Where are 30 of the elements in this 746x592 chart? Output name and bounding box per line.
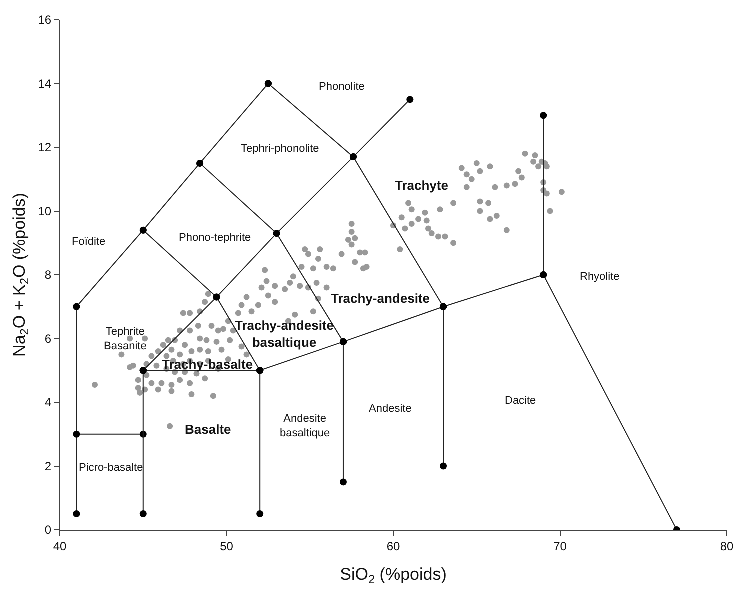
annotation: Trachy-andesite basaltique xyxy=(235,318,334,350)
x-axis-title: SiO$_{2}$ (%poids) xyxy=(340,564,447,586)
y-tick-label: 8 xyxy=(44,268,52,282)
annotation: Dacite xyxy=(505,395,536,407)
annotation: Andesite xyxy=(369,403,412,415)
annotation: Rhyolite xyxy=(580,271,620,283)
annotation: Trachy-basalte xyxy=(162,357,254,372)
annotation: Phono-tephrite xyxy=(179,232,252,244)
y-tick-label: 16 xyxy=(38,13,52,28)
x-tick-label: 50 xyxy=(220,539,234,554)
y-tick-label: 12 xyxy=(38,140,52,155)
annotation: Phonolite xyxy=(319,81,365,93)
annotation: Basalte xyxy=(185,422,232,437)
x-tick-label: 70 xyxy=(554,539,568,554)
annotation: Tephri-phonolite xyxy=(241,143,320,155)
annotation: Tephrite Basanite xyxy=(104,326,147,352)
annotation: Andesite basaltique xyxy=(280,413,330,440)
annotation: Trachyte xyxy=(395,178,448,193)
y-tick-label: 6 xyxy=(44,332,52,346)
y-tick-label: 10 xyxy=(38,204,52,218)
annotation: Trachy-andesite xyxy=(331,291,430,306)
y-tick-label: 2 xyxy=(44,459,52,474)
annotation: Picro-basalte xyxy=(79,462,144,474)
y-tick-label: 14 xyxy=(38,76,52,91)
x-tick-label: 80 xyxy=(720,539,734,554)
y-tick-label: 4 xyxy=(44,396,52,410)
annotation: Foïdite xyxy=(72,236,106,248)
x-tick-label: 40 xyxy=(53,539,67,554)
y-tick-label: 0 xyxy=(44,523,52,538)
x-tick-label: 60 xyxy=(386,539,400,554)
